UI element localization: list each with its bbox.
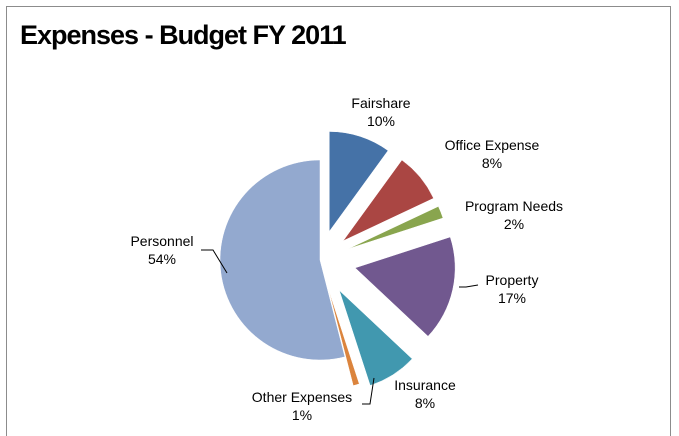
data-label-name: Insurance (394, 377, 456, 393)
data-label: Property 17% (486, 272, 539, 306)
data-label: Office Expense 8% (445, 137, 540, 171)
pie-slice-fairshare (329, 131, 389, 233)
pie-slice-other-expenses (328, 288, 360, 386)
data-label-name: Fairshare (351, 95, 410, 111)
chart-title: Expenses - Budget FY 2011 (20, 20, 347, 50)
pie-slice-personnel (219, 159, 346, 361)
chart-area (6, 6, 671, 436)
data-label: Insurance 8% (394, 377, 456, 411)
data-label-value: 8% (415, 395, 435, 411)
pie-slice-office-expense (342, 159, 434, 242)
leader-line (459, 284, 479, 288)
data-label: Fairshare 10% (351, 95, 410, 129)
pie-slice-program-needs (347, 206, 444, 250)
data-label-name: Property (486, 272, 539, 288)
leader-line (362, 377, 375, 405)
data-label-name: Other Expenses (252, 389, 352, 405)
data-label-name: Personnel (130, 233, 193, 249)
pie-slice-property (354, 236, 456, 337)
data-label: Personnel 54% (130, 233, 193, 267)
leader-line (201, 249, 228, 274)
data-label-value: 10% (367, 113, 395, 129)
data-label-name: Office Expense (445, 137, 540, 153)
data-label: Other Expenses 1% (252, 389, 352, 423)
pie-slice-insurance (339, 290, 413, 386)
data-label-value: 8% (482, 155, 502, 171)
data-label: Program Needs 2% (465, 198, 563, 232)
data-label-value: 2% (504, 216, 524, 232)
data-label-value: 17% (498, 290, 526, 306)
data-label-value: 54% (148, 251, 176, 267)
data-label-name: Program Needs (465, 198, 563, 214)
data-label-value: 1% (292, 407, 312, 423)
